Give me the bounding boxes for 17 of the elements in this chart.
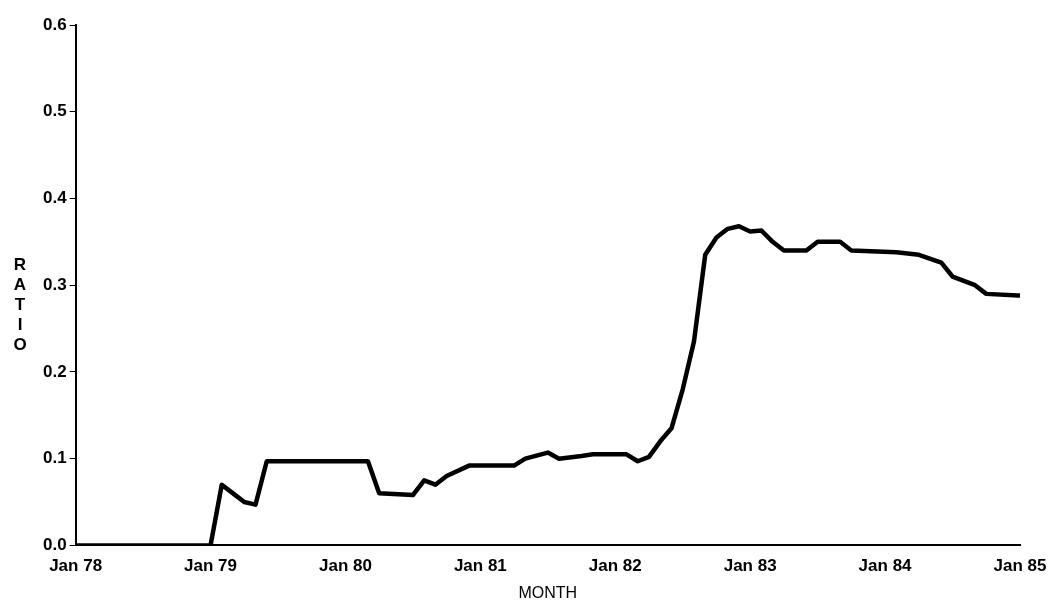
- x-tick-label: Jan 79: [184, 556, 238, 576]
- y-tick-label: 0.0: [42, 535, 67, 555]
- y-axis-title: RATIO: [12, 255, 28, 355]
- x-tick-label: Jan 78: [49, 556, 103, 576]
- x-tick-label: Jan 85: [993, 556, 1047, 576]
- x-tick-label: Jan 83: [723, 556, 777, 576]
- x-tick-label: Jan 80: [318, 556, 372, 576]
- x-tick-label: Jan 84: [858, 556, 913, 576]
- y-tick-label: 0.1: [42, 448, 67, 468]
- x-axis-title: MONTH: [518, 583, 578, 601]
- y-tick-label: 0.5: [42, 101, 67, 121]
- y-tick-label: 0.6: [42, 14, 67, 34]
- y-tick-label: 0.2: [42, 361, 67, 381]
- y-tick-label: 0.3: [42, 274, 67, 294]
- x-tick-label: Jan 82: [588, 556, 642, 576]
- x-tick-label: Jan 81: [453, 556, 507, 576]
- y-tick-label: 0.4: [42, 188, 68, 208]
